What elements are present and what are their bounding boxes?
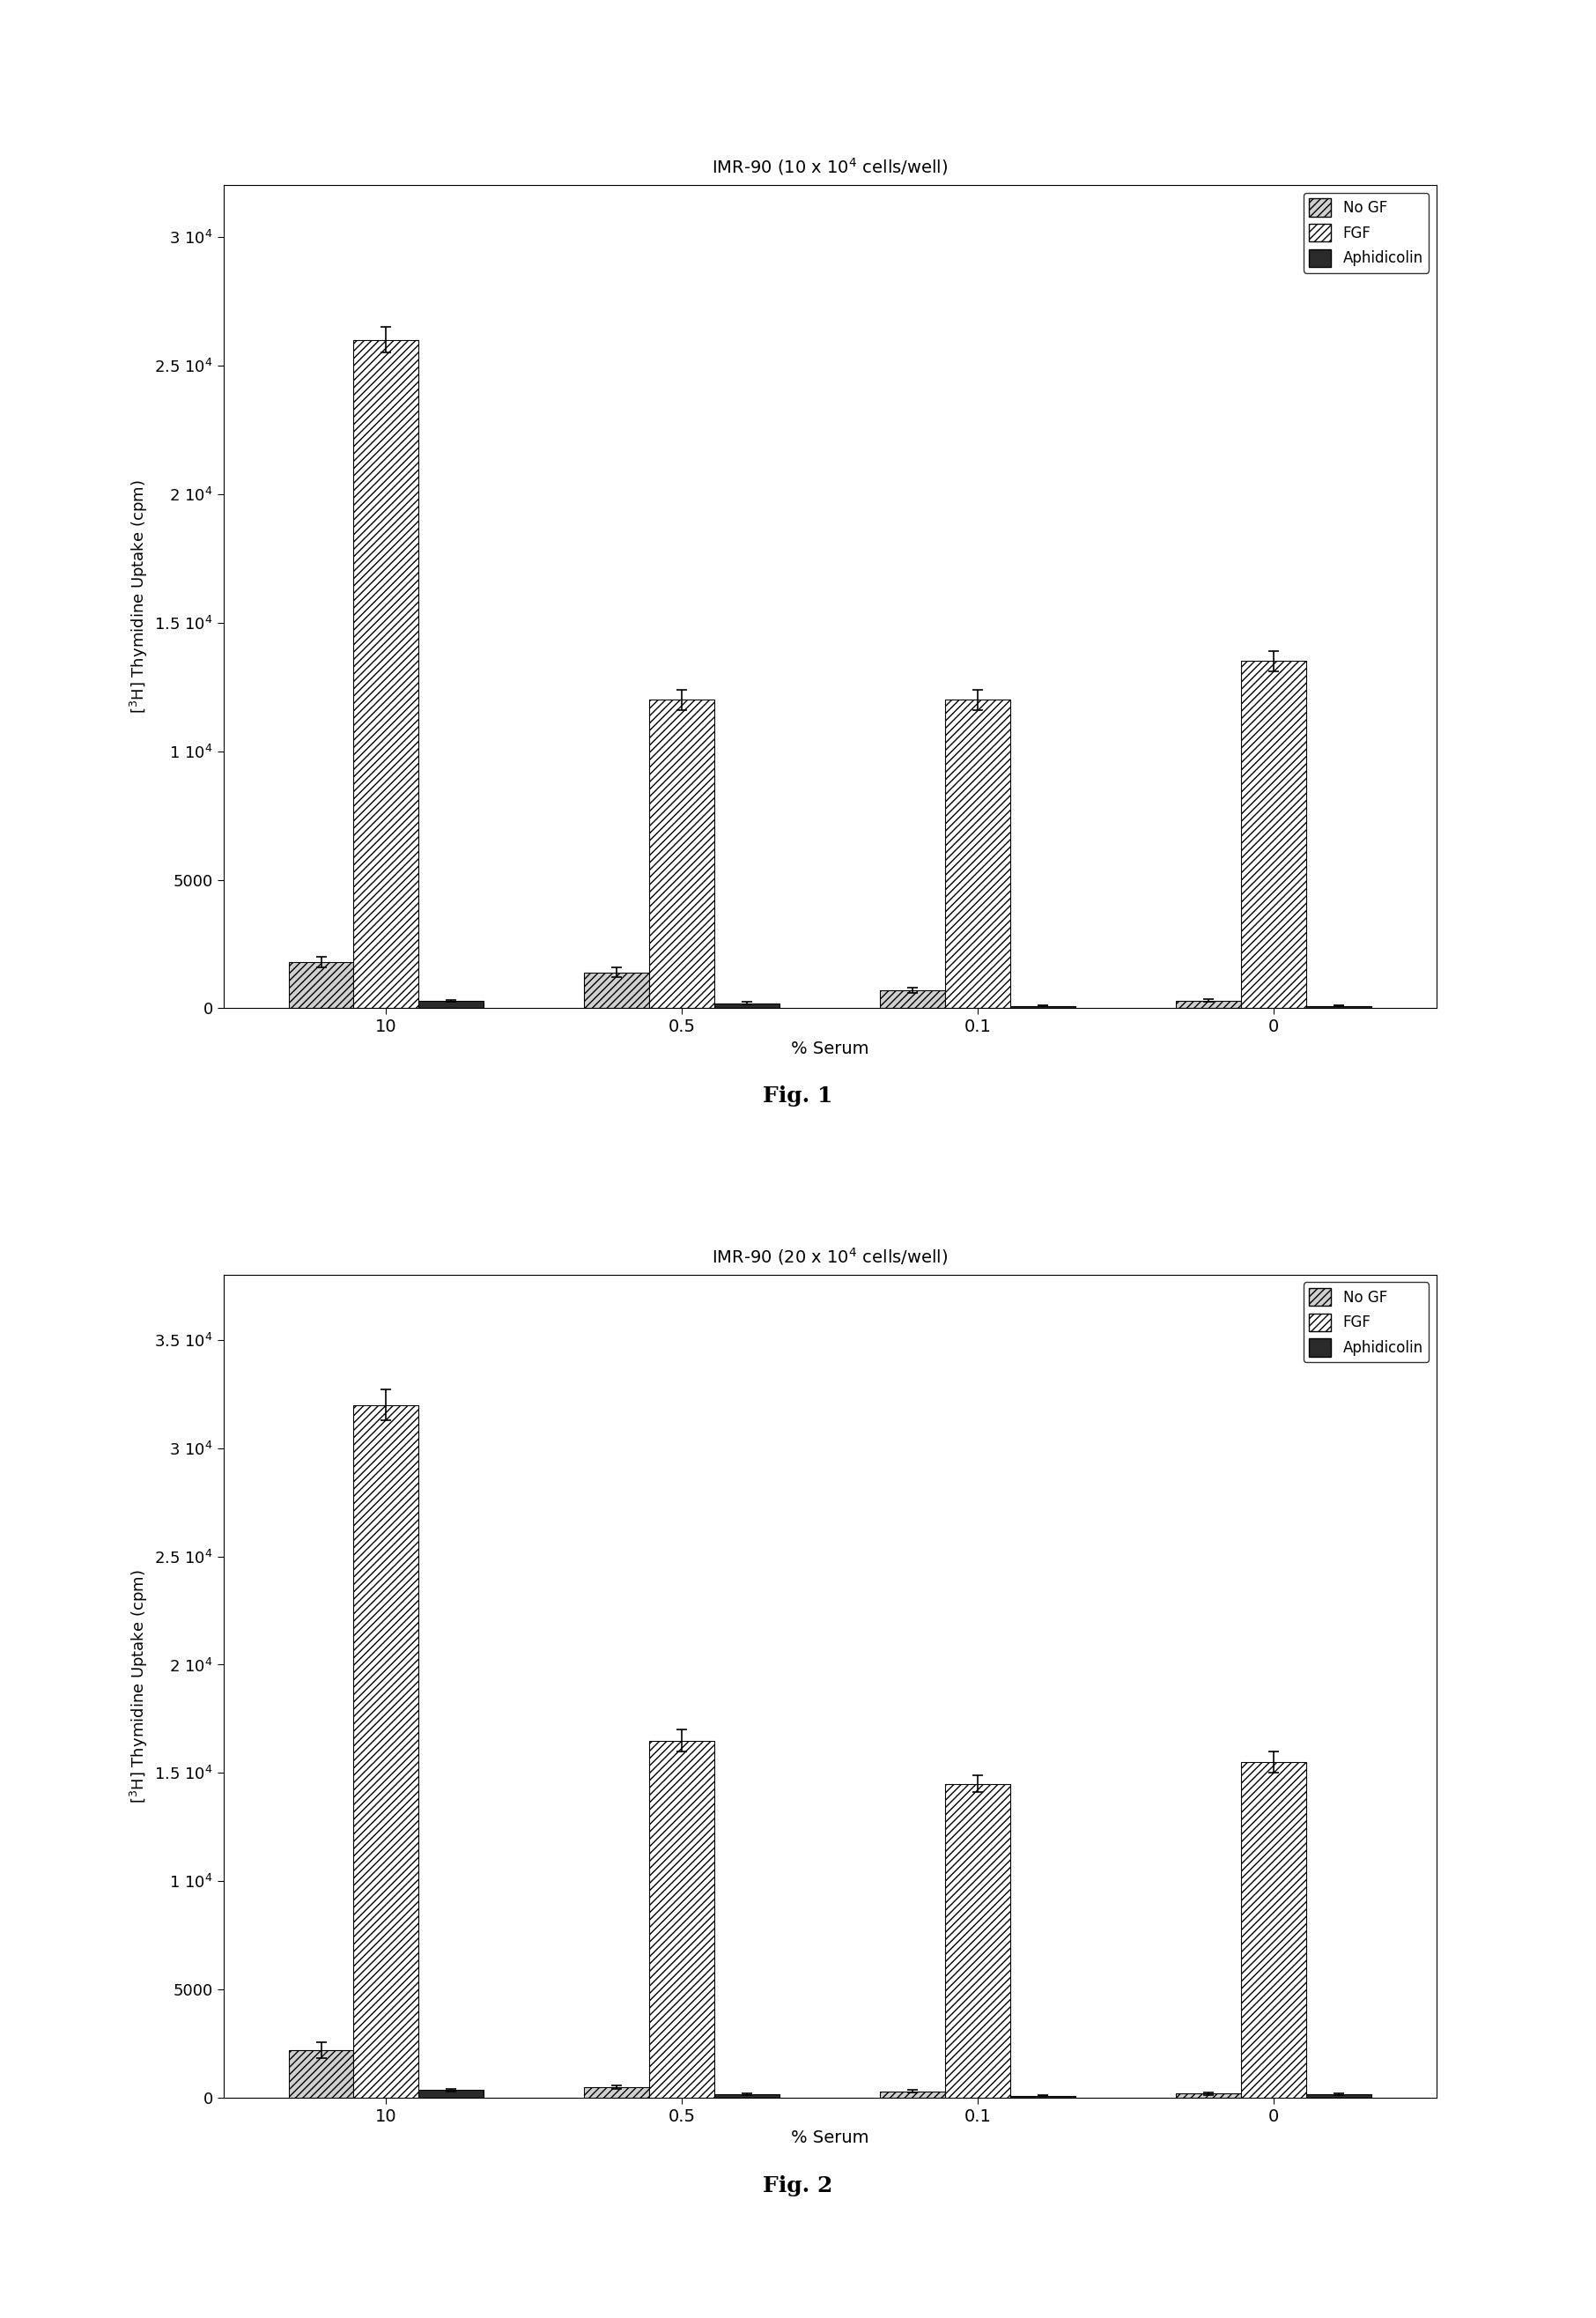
Title: IMR-90 (10 x 10$^4$ cells/well): IMR-90 (10 x 10$^4$ cells/well)	[712, 155, 948, 178]
Bar	[1306, 1006, 1371, 1008]
Bar	[584, 2086, 650, 2098]
Bar	[1242, 1762, 1306, 2098]
Bar	[1176, 1001, 1242, 1008]
X-axis label: % Serum: % Serum	[792, 1041, 868, 1057]
Bar	[418, 1001, 484, 1008]
Bar	[881, 2091, 945, 2098]
Bar	[289, 2049, 354, 2098]
Bar	[1306, 2095, 1371, 2098]
Text: Fig. 1: Fig. 1	[763, 1085, 833, 1108]
Bar	[354, 1405, 418, 2098]
Bar	[289, 962, 354, 1008]
Bar	[881, 990, 945, 1008]
Bar	[1176, 2093, 1242, 2098]
X-axis label: % Serum: % Serum	[792, 2130, 868, 2146]
Legend: No GF, FGF, Aphidicolin: No GF, FGF, Aphidicolin	[1304, 192, 1428, 274]
Bar	[945, 1785, 1010, 2098]
Bar	[584, 971, 650, 1008]
Bar	[945, 700, 1010, 1008]
Bar	[354, 341, 418, 1008]
Bar	[418, 2091, 484, 2098]
Bar	[1010, 1006, 1076, 1008]
Bar	[650, 1741, 715, 2098]
Bar	[715, 1004, 779, 1008]
Bar	[1242, 661, 1306, 1008]
Bar	[650, 700, 715, 1008]
Bar	[715, 2095, 779, 2098]
Title: IMR-90 (20 x 10$^4$ cells/well): IMR-90 (20 x 10$^4$ cells/well)	[712, 1245, 948, 1268]
Y-axis label: [$^3$H] Thymidine Uptake (cpm): [$^3$H] Thymidine Uptake (cpm)	[128, 1569, 150, 1803]
Text: Fig. 2: Fig. 2	[763, 2174, 833, 2197]
Legend: No GF, FGF, Aphidicolin: No GF, FGF, Aphidicolin	[1304, 1282, 1428, 1363]
Y-axis label: [$^3$H] Thymidine Uptake (cpm): [$^3$H] Thymidine Uptake (cpm)	[128, 480, 150, 714]
